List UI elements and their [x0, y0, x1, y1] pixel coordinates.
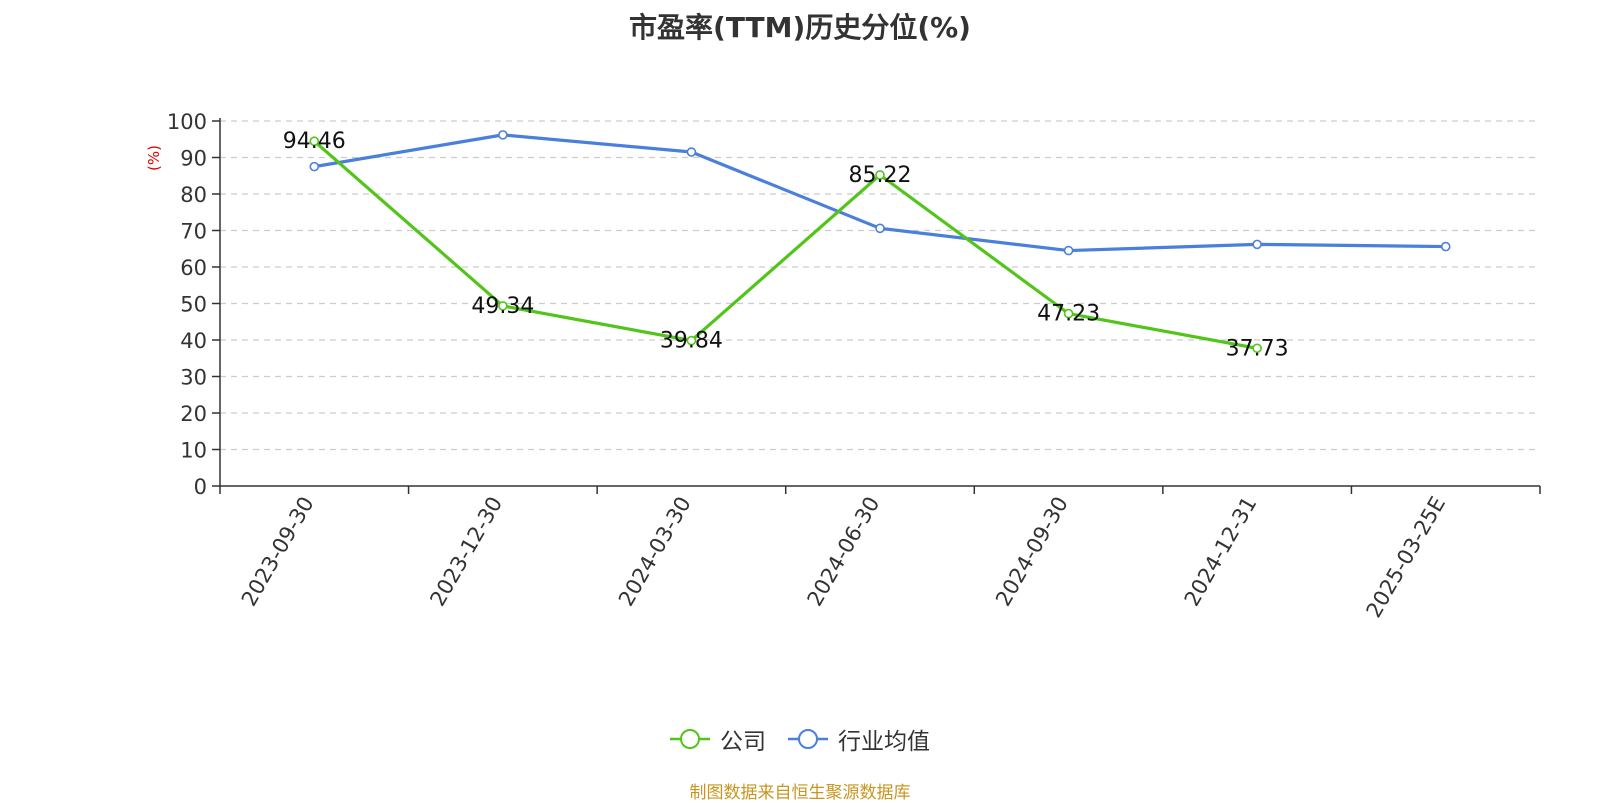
data-point [1063, 245, 1074, 256]
data-point [686, 335, 697, 346]
legend-label-company: 公司 [720, 729, 766, 755]
source-note: 制图数据来自恒生聚源数据库 [689, 783, 911, 803]
x-tick-label: 2024-03-30 [614, 493, 696, 611]
data-label: 37.73 [1226, 336, 1289, 361]
data-label: 85.22 [849, 163, 912, 188]
x-tick-label: 2023-12-30 [425, 493, 507, 611]
data-point [498, 301, 508, 311]
y-tick-label: 0 [194, 475, 207, 499]
y-tick-label: 20 [180, 402, 207, 426]
legend: 公司 行业均值 [0, 722, 1600, 756]
x-tick-label: 2024-12-31 [1180, 493, 1262, 611]
y-axis-label: (%) [145, 145, 163, 171]
data-label: 94.46 [283, 129, 346, 154]
data-label: 47.23 [1037, 302, 1100, 327]
data-label: 49.34 [471, 294, 534, 319]
legend-line-circle-icon [788, 729, 828, 749]
data-point [1063, 308, 1074, 319]
x-tick-label: 2025-03-25E [1362, 493, 1450, 622]
series-line-company [313, 140, 1258, 350]
y-tick-label: 90 [180, 147, 207, 171]
y-tick-label: 10 [180, 439, 207, 463]
data-label: 39.84 [660, 329, 723, 354]
data-point [875, 223, 885, 234]
x-tick-label: 2024-09-30 [991, 493, 1073, 611]
y-tick-label: 50 [180, 293, 207, 317]
data-point [1252, 343, 1262, 354]
y-tick-label: 70 [180, 220, 207, 244]
x-tick-label: 2024-06-30 [803, 493, 885, 611]
legend-item-industry[interactable]: 行业均值 [788, 722, 930, 756]
line-chart: 0 10 20 30 40 50 60 70 80 90 100 2023-09-30 2023-12-… [145, 110, 1541, 622]
y-tick-label: 40 [180, 329, 207, 353]
legend-item-company[interactable]: 公司 [670, 722, 766, 756]
data-point [1440, 241, 1451, 252]
chart-title: 市盈率(TTM)历史分位(%) [629, 11, 971, 44]
data-point [309, 161, 320, 172]
data-point [309, 136, 320, 147]
y-tick-label: 60 [180, 256, 207, 280]
y-tick-label: 30 [180, 366, 207, 390]
series-lines [309, 130, 1451, 354]
legend-line-circle-icon [670, 729, 710, 749]
data-point [1252, 239, 1262, 250]
legend-label-industry: 行业均值 [838, 729, 930, 755]
grid-lines [220, 120, 1540, 451]
y-tick-label: 100 [167, 110, 207, 134]
data-point [686, 147, 697, 157]
data-point [498, 130, 508, 140]
data-labels: 94.46 49.34 39.84 85.22 47.23 37.73 [283, 129, 1289, 361]
x-tick-label: 2023-09-30 [237, 493, 319, 611]
series-line-industry [314, 133, 1446, 253]
y-tick-label: 80 [180, 183, 207, 207]
data-point [875, 170, 885, 180]
